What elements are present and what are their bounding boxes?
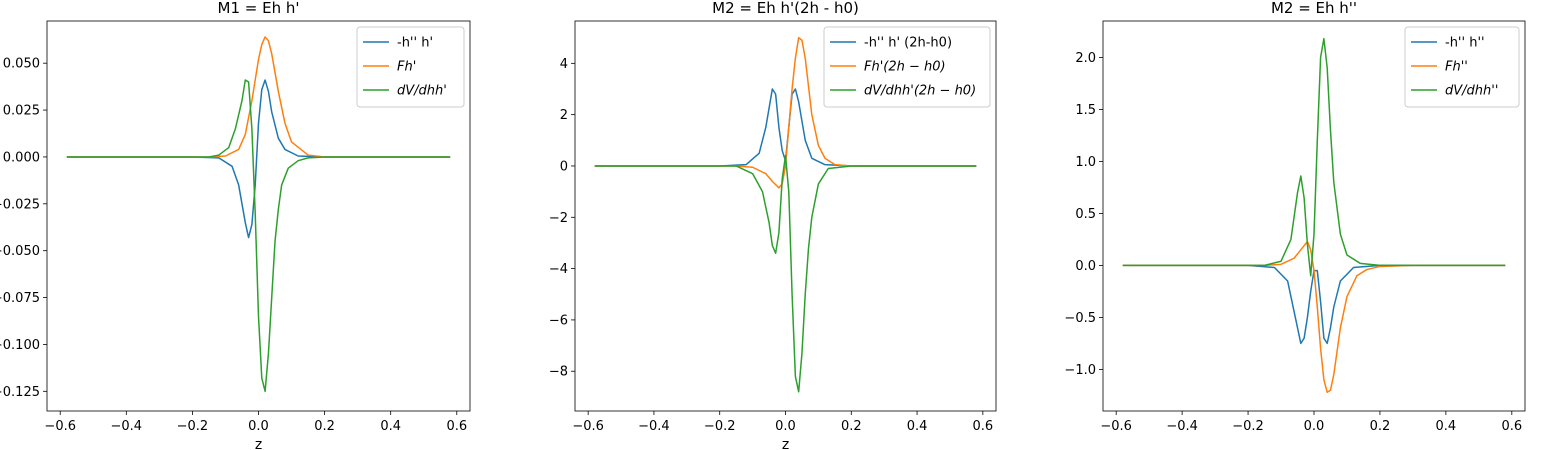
series-line-2 — [594, 36, 977, 189]
y-tick-label: −0.125 — [0, 385, 40, 400]
y-tick-label: −0.025 — [0, 197, 40, 212]
y-tick-label: −4 — [549, 262, 568, 277]
x-tick-label: 0.6 — [973, 419, 994, 434]
x-tick-label: −0.6 — [1100, 419, 1132, 434]
y-tick-label: 0.0 — [1075, 259, 1096, 274]
series-line-2 — [1122, 240, 1506, 394]
x-tick-label: 0.2 — [314, 419, 335, 434]
series-line-2 — [66, 36, 451, 158]
x-tick-label: 0.4 — [380, 419, 401, 434]
x-tick-label: −0.6 — [44, 419, 76, 434]
legend-label: dV/dhh'(2h − h0) — [864, 84, 976, 99]
legend-label: Fh'' — [1445, 60, 1468, 75]
legend-label: -h'' h' (2h-h0) — [864, 36, 952, 51]
y-tick-label: 0.5 — [1075, 207, 1096, 222]
chart-panel-1: −0.6 −0.4 −0.2 0.0 0.2 0.4 0.6 −0.125 −0.100 −0.0… — [0, 0, 471, 450]
y-tick-label: −6 — [549, 313, 568, 328]
x-tick-label: 0.2 — [1370, 419, 1391, 434]
series-line-3 — [594, 154, 977, 393]
chart-panel-2: −0.6 −0.4 −0.2 0.0 0.2 0.4 0.6 −8 −6 −4 −2 0 2 4 M2 = … — [549, 0, 997, 450]
y-tick-label: 0.000 — [3, 150, 40, 165]
legend: -h'' h' Fh' dV/dhh' — [356, 26, 465, 108]
legend-label: -h'' h' — [397, 36, 433, 51]
x-tick-label: −0.2 — [1232, 419, 1264, 434]
x-tick-label: 0.4 — [907, 419, 928, 434]
chart-title: M2 = Eh h'(2h - h0) — [712, 0, 859, 17]
series-line-3 — [66, 79, 451, 393]
y-tick-label: 1.5 — [1075, 103, 1096, 118]
x-tick-label: 0.0 — [1304, 419, 1325, 434]
x-tick-label: −0.4 — [111, 419, 143, 434]
y-tick-label: −0.5 — [1064, 311, 1096, 326]
y-tick-label: 2.0 — [1075, 51, 1096, 66]
legend-label: Fh' — [397, 60, 416, 75]
legend-label: Fh'(2h − h0) — [864, 60, 946, 75]
x-tick-label: −0.4 — [638, 419, 670, 434]
legend-label: dV/dhh' — [397, 84, 447, 99]
x-tick-label: 0.0 — [775, 419, 796, 434]
y-tick-label: −0.075 — [0, 291, 40, 306]
x-tick-label: 0.6 — [1501, 419, 1522, 434]
y-tick-label: −0.050 — [0, 244, 40, 259]
x-tick-label: 0.6 — [446, 419, 467, 434]
y-tick-label: 0.050 — [3, 57, 40, 72]
y-tick-label: −0.100 — [0, 338, 40, 353]
legend-label: -h'' h'' — [1445, 36, 1485, 51]
chart-title: M1 = Eh h' — [218, 0, 300, 17]
y-tick-label: −2 — [549, 211, 568, 226]
x-tick-label: −0.2 — [177, 419, 209, 434]
y-tick-label: −8 — [549, 365, 568, 380]
legend-box — [1404, 26, 1520, 108]
legend: -h'' h'' Fh'' dV/dhh'' — [1404, 26, 1520, 108]
y-tick-label: 0.025 — [3, 104, 40, 119]
chart-panel-3: −0.6 −0.4 −0.2 0.0 0.2 0.4 0.6 −1.0 −0.5 0.0 0.5 1.… — [1064, 0, 1526, 434]
y-tick-label: −1.0 — [1064, 363, 1096, 378]
x-tick-label: −0.6 — [572, 419, 604, 434]
x-tick-label: −0.2 — [704, 419, 736, 434]
legend: -h'' h' (2h-h0) Fh'(2h − h0) dV/dhh'(2h − … — [823, 26, 991, 108]
x-axis-label: z — [782, 437, 789, 450]
x-tick-label: 0.2 — [841, 419, 862, 434]
x-axis-label: z — [255, 437, 262, 450]
y-tick-label: 0 — [560, 159, 568, 174]
legend-label: dV/dhh'' — [1445, 84, 1498, 99]
x-tick-label: 0.4 — [1436, 419, 1457, 434]
y-tick-label: 4 — [560, 57, 568, 72]
chart-title: M2 = Eh h'' — [1271, 0, 1357, 17]
y-tick-label: 1.0 — [1075, 155, 1096, 170]
series-line-1 — [66, 79, 451, 239]
x-tick-label: 0.0 — [248, 419, 269, 434]
series-line-1 — [1122, 264, 1506, 345]
series-line-3 — [1122, 37, 1506, 277]
x-tick-label: −0.4 — [1166, 419, 1198, 434]
legend-box — [823, 26, 991, 108]
y-tick-label: 2 — [560, 108, 568, 123]
legend-box — [356, 26, 465, 108]
